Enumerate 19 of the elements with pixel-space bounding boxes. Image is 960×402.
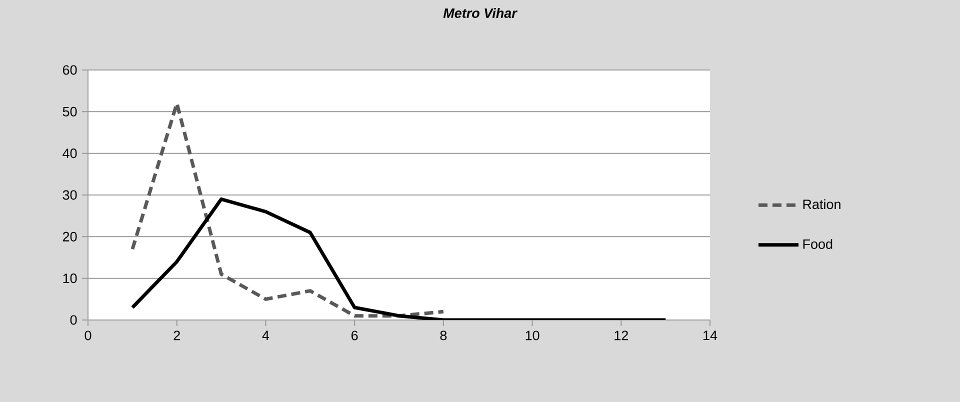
x-tick-label: 2 [174,330,180,340]
y-tick-label: 0 [70,315,77,325]
y-tick-label: 30 [62,190,77,200]
x-tick-label: 0 [84,330,92,340]
line-series [130,102,446,318]
y-tick-label: 20 [62,232,77,242]
legend-label: Food [803,238,832,249]
x-tick-label: 8 [440,330,447,340]
x-tick-label: 14 [704,330,718,340]
chart-title: Metro Vihar [443,8,518,18]
x-tick-label: 12 [614,330,628,340]
legend-label: Ration [803,199,840,210]
x-tick-label: 10 [526,330,540,340]
y-tick-label: 10 [63,274,77,284]
x-tick-label: 6 [352,330,358,340]
y-tick-label: 40 [62,148,77,158]
y-tick-label: 60 [62,65,77,75]
x-tick-label: 4 [262,330,270,340]
y-tick-label: 50 [62,106,77,116]
